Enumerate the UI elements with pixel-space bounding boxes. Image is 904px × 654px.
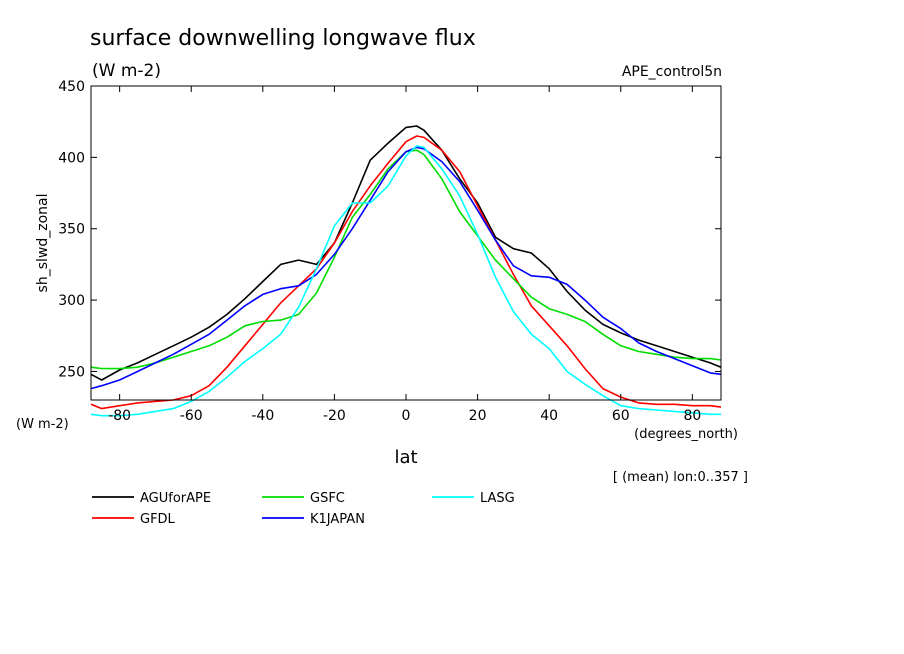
legend-label: LASG <box>480 491 515 506</box>
legend-label: GSFC <box>310 491 345 506</box>
x-tick-label: 20 <box>469 408 487 424</box>
series-line-4 <box>90 145 721 417</box>
units-label: (W m-2) <box>92 61 161 81</box>
legend-label: AGUforAPE <box>140 491 211 506</box>
run-label: APE_control5n <box>622 64 722 80</box>
x-tick-label: 80 <box>683 408 701 424</box>
legend-label: K1JAPAN <box>310 512 365 527</box>
y-tick-label: 450 <box>58 79 85 95</box>
y-units-label: (W m-2) <box>16 417 69 432</box>
x-tick-label: -40 <box>251 408 274 424</box>
y-tick-label: 400 <box>58 150 85 166</box>
series-line-0 <box>90 125 722 381</box>
x-units-label: (degrees_north) <box>634 427 738 442</box>
series-layer <box>90 125 722 417</box>
x-tick-label: 0 <box>402 408 411 424</box>
series-line-1 <box>90 135 722 410</box>
y-axis-label: sh_slwd_zonal <box>35 194 51 293</box>
x-axis-label: lat <box>394 447 417 468</box>
x-tick-label: 40 <box>540 408 558 424</box>
chart-title: surface downwelling longwave flux <box>90 26 476 51</box>
y-tick-label: 250 <box>58 364 85 380</box>
series-line-3 <box>90 146 722 390</box>
ticks-layer: -80 -60 -40 -20 0 20 40 60 80 250 300 350 400 450 <box>58 79 721 424</box>
x-tick-label: -20 <box>323 408 346 424</box>
x-tick-label: -80 <box>108 408 131 424</box>
x-tick-label: -60 <box>180 408 203 424</box>
y-tick-label: 350 <box>58 222 85 238</box>
y-tick-label: 300 <box>58 293 85 309</box>
legend-label: GFDL <box>140 512 176 527</box>
averaging-note: [ (mean) lon:0..357 ] <box>613 470 748 485</box>
legend: AGUforAPE GFDL GSFC K1JAPAN LASG <box>92 491 515 527</box>
x-tick-label: 60 <box>612 408 630 424</box>
